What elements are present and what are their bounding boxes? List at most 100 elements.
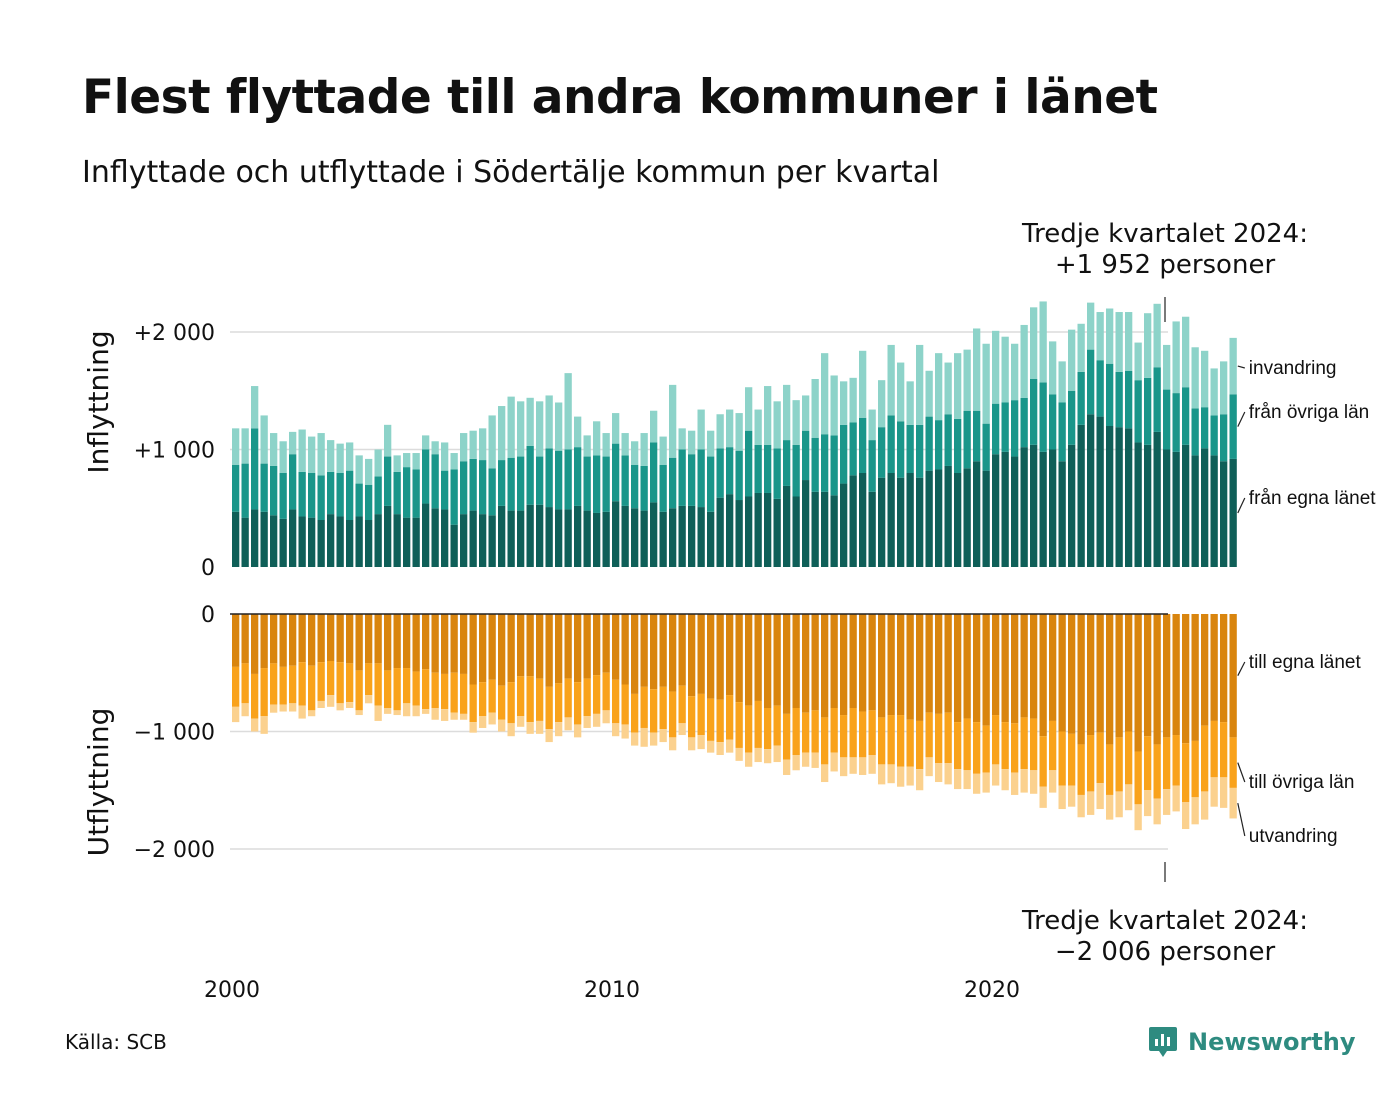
inflow-bar-segment: [1096, 416, 1104, 567]
outflow-bar-segment: [1001, 722, 1009, 770]
inflow-bar-segment: [650, 502, 658, 567]
inflow-bar-segment: [441, 470, 449, 510]
inflow-bar-segment: [821, 434, 829, 492]
outflow-bar-segment: [963, 770, 971, 790]
inflow-bar-segment: [1153, 367, 1161, 432]
outflow-bar-segment: [279, 614, 287, 667]
annotation-top-line1: Tredje kvartalet 2024:: [1021, 219, 1308, 249]
inflow-bar-segment: [726, 409, 734, 448]
outflow-bar-segment: [1001, 769, 1009, 791]
inflow-bar-segment: [1115, 312, 1123, 372]
inflow-bar-segment: [631, 464, 639, 509]
outflow-bar-segment: [365, 663, 373, 696]
outflow-bar-segment: [678, 614, 686, 686]
inflow-bar-segment: [678, 449, 686, 506]
outflow-bar-segment: [251, 718, 259, 732]
inflow-bar-segment: [745, 387, 753, 431]
inflow-bar-segment: [678, 505, 686, 567]
inflow-bar-segment: [764, 444, 772, 493]
outflow-bar-segment: [1172, 785, 1180, 812]
inflow-bar-segment: [745, 430, 753, 497]
outflow-bar-segment: [574, 614, 582, 683]
inflow-bar-segment: [260, 415, 268, 464]
inflow-bar-segment: [241, 428, 249, 464]
inflow-bar-segment: [1068, 444, 1076, 567]
outflow-bar-segment: [973, 722, 981, 774]
inflow-bar-segment: [422, 503, 430, 567]
outflow-bar-segment: [1030, 718, 1038, 771]
inflow-bar-segment: [1220, 461, 1228, 567]
outflow-bar-segment: [1191, 797, 1199, 825]
outflow-bar-segment: [1096, 614, 1104, 733]
inflow-bar-segment: [241, 463, 249, 518]
outflow-bar-segment: [536, 678, 544, 721]
outflow-bar-segment: [488, 614, 496, 680]
outflow-bar-segment: [1125, 731, 1133, 785]
inflow-bar-segment: [840, 424, 848, 484]
outflow-bar-segment: [1210, 720, 1218, 778]
inflow-bar-segment: [384, 424, 392, 457]
inflow-bar-segment: [887, 473, 895, 567]
inflow-bar-segment: [973, 410, 981, 462]
outflow-bar-segment: [602, 672, 610, 711]
outflow-bar-segment: [792, 755, 800, 771]
outflow-bar-segment: [745, 614, 753, 706]
outflow-bar-segment: [821, 764, 829, 783]
outflow-bar-segment: [631, 732, 639, 746]
inflow-bar-segment: [669, 457, 677, 509]
outflow-bar-segment: [270, 704, 278, 713]
outflow-bar-segment: [897, 614, 905, 716]
inflow-bar-segment: [384, 456, 392, 506]
inflow-bar-segment: [764, 386, 772, 445]
outflow-bar-segment: [289, 703, 297, 712]
outflow-bar-segment: [393, 710, 401, 716]
outflow-bar-segment: [1229, 614, 1237, 738]
outflow-bar-segment: [393, 668, 401, 711]
series-label-leader: [1237, 411, 1246, 427]
inflow-bar-segment: [1210, 368, 1218, 416]
inflow-bar-segment: [251, 386, 259, 429]
outflow-bar-segment: [764, 614, 772, 708]
inflow-bar-segment: [346, 470, 354, 520]
inflow-bar-segment: [479, 514, 487, 567]
inflow-bar-segment: [640, 510, 648, 567]
outflow-bar-segment: [1210, 777, 1218, 807]
outflow-bar-segment: [688, 614, 696, 697]
outflow-bar-segment: [1134, 614, 1142, 752]
inflow-bar-segment: [973, 461, 981, 567]
outflow-bar-segment: [403, 668, 411, 704]
outflow-bar-segment: [716, 699, 724, 743]
outflow-bar-segment: [241, 614, 249, 664]
inflow-bar-segment: [1229, 394, 1237, 459]
outflow-bar-segment: [764, 749, 772, 764]
inflow-bar-segment: [593, 512, 601, 567]
inflow-bar-segment: [260, 511, 268, 567]
inflow-bar-segment: [574, 505, 582, 567]
outflow-bar-segment: [403, 703, 411, 717]
outflow-bar-segment: [954, 769, 962, 790]
outflow-bar-segment: [878, 717, 886, 765]
brand-logo-block[interactable]: Newsworthy: [1148, 1022, 1356, 1062]
page-title: Flest flyttade till andra kommuner i län…: [82, 70, 1158, 125]
outflow-bar-segment: [811, 710, 819, 753]
outflow-bar-segment: [365, 614, 373, 664]
outflow-bar-segment: [678, 685, 686, 724]
outflow-bar-segment: [716, 614, 724, 700]
series-label: från övriga län: [1249, 402, 1369, 423]
outflow-bar-segment: [1049, 770, 1057, 793]
inflow-bar-segment: [802, 430, 810, 481]
inflow-bar-segment: [365, 484, 373, 520]
outflow-bar-segment: [640, 727, 648, 747]
inflow-bar-segment: [1001, 336, 1009, 403]
series-label-leader: [1237, 365, 1245, 369]
inflow-bar-segment: [1087, 349, 1095, 415]
outflow-bar-segment: [545, 729, 553, 743]
inflow-bar-segment: [878, 380, 886, 428]
outflow-bar-segment: [1068, 614, 1076, 734]
inflow-bars: [232, 301, 1237, 567]
inflow-bar-segment: [659, 436, 667, 465]
inflow-bar-segment: [992, 330, 1000, 404]
outflow-y-tick-label: −1 000: [134, 721, 215, 746]
inflow-bar-segment: [1115, 371, 1123, 428]
outflow-bar-segment: [574, 682, 582, 725]
